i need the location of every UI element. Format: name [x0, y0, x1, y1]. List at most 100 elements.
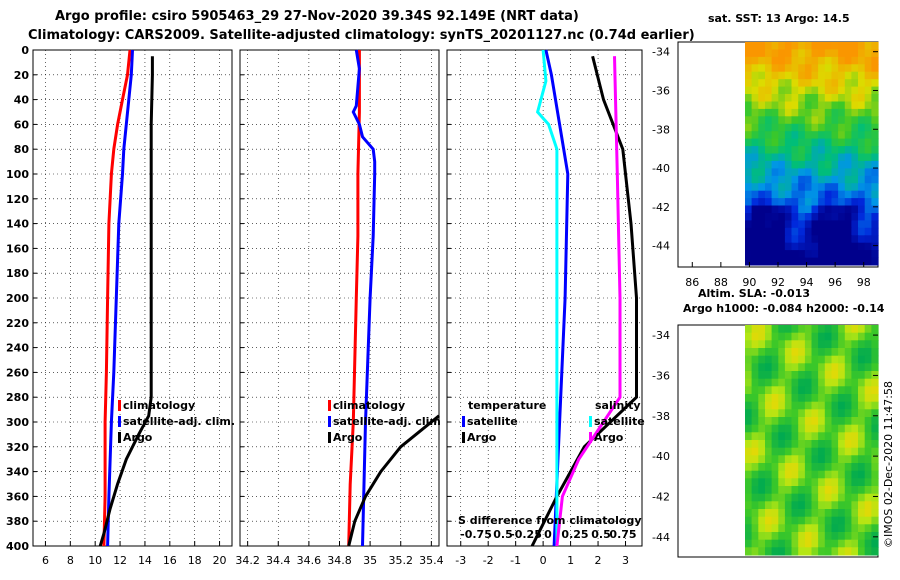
- altimetry-cell: [851, 340, 859, 349]
- altimetry-cell: [858, 355, 866, 364]
- sst-cell: [804, 79, 813, 88]
- sst-cell: [765, 213, 773, 221]
- altimetry-cell: [745, 539, 753, 548]
- altimetry-cell: [791, 486, 799, 495]
- sst-cell: [831, 71, 839, 80]
- altimetry-cell: [831, 509, 839, 518]
- altimetry-cell: [831, 386, 839, 395]
- altimetry-cell: [745, 355, 753, 364]
- sst-cell: [784, 146, 793, 154]
- sst-cell: [791, 86, 799, 95]
- altimetry-cell: [851, 432, 859, 441]
- altimetry-cell: [824, 355, 832, 364]
- altimetry-cell: [798, 547, 806, 556]
- altimetry-cell: [745, 509, 753, 518]
- sst-cell: [811, 86, 819, 95]
- altimetry-cell: [784, 440, 793, 449]
- sst-cell: [791, 242, 799, 251]
- altimetry-cell: [745, 478, 753, 487]
- sst-cell: [818, 101, 826, 110]
- altimetry-cell: [791, 539, 799, 548]
- altimetry-cell: [818, 424, 826, 433]
- altimetry-cell: [838, 455, 846, 464]
- sst-cell: [798, 64, 806, 73]
- sst-cell: [751, 146, 759, 154]
- altimetry-cell: [765, 486, 773, 495]
- sst-cell: [798, 79, 806, 88]
- sst-cell: [791, 108, 799, 117]
- sst-cell: [784, 160, 793, 169]
- sst-cell: [811, 160, 819, 169]
- altimetry-cell: [858, 463, 866, 472]
- sst-cell: [844, 94, 852, 102]
- sst-cell: [804, 250, 813, 258]
- altimetry-cell: [838, 463, 846, 472]
- sst-cell: [798, 235, 806, 244]
- x-tick-label: 3: [622, 554, 629, 567]
- sst-cell: [864, 131, 872, 140]
- altimetry-cell: [831, 355, 839, 364]
- sst-cell: [871, 220, 879, 229]
- altimetry-cell: [798, 470, 806, 479]
- altimetry-heatmap-cells: [745, 325, 879, 556]
- altimetry-cell: [811, 371, 819, 380]
- altimetry-cell: [871, 424, 879, 433]
- sst-cell: [778, 101, 786, 110]
- sst-cell: [751, 205, 759, 214]
- sst-cell: [751, 175, 759, 184]
- y-tick-label: 280: [6, 391, 29, 404]
- sst-cell: [798, 94, 806, 102]
- altimetry-cell: [804, 332, 813, 341]
- altimetry-cell: [864, 447, 872, 456]
- y-tick-label: 260: [6, 366, 29, 379]
- altimetry-cell: [811, 332, 819, 341]
- sst-cell: [804, 94, 813, 102]
- sst-cell: [818, 235, 826, 244]
- altimetry-cell: [838, 378, 846, 387]
- altimetry-cell: [838, 440, 846, 449]
- altimetry-cell: [791, 409, 799, 418]
- salinity-panel: 34.2 34.4 34.6 34.8 35 35.2 35.4 climatology sat…: [235, 49, 444, 567]
- sst-cell: [745, 153, 753, 162]
- sst-cell: [745, 56, 753, 65]
- sst-cell: [784, 138, 793, 147]
- sst-cell: [804, 175, 813, 184]
- sst-cell: [798, 71, 806, 80]
- sst-cell: [751, 123, 759, 132]
- sst-cell: [858, 108, 866, 117]
- altimetry-cell: [798, 516, 806, 525]
- sst-cell: [771, 198, 779, 206]
- altimetry-cell: [791, 325, 799, 334]
- y-tick-label: 160: [6, 242, 29, 255]
- altimetry-cell: [864, 509, 872, 518]
- sst-cell: [851, 71, 859, 80]
- sst-cell: [784, 101, 793, 110]
- sst-cell: [804, 116, 813, 125]
- sst-cell: [751, 101, 759, 110]
- y-tick-label: 200: [6, 292, 29, 305]
- altimetry-cell: [745, 378, 753, 387]
- sst-cell: [844, 56, 852, 65]
- sst-cell: [758, 190, 766, 199]
- altimetry-cell: [831, 547, 839, 556]
- altimetry-cell: [745, 386, 753, 395]
- altimetry-cell: [864, 348, 872, 357]
- altimetry-cell: [871, 325, 879, 334]
- altimetry-cell: [765, 386, 773, 395]
- altimetry-map: -34 -36 -38 -40 -42 -44: [652, 324, 879, 558]
- sst-cell: [791, 160, 799, 169]
- sst-cell: [758, 86, 766, 95]
- altimetry-cell: [791, 463, 799, 472]
- sst-cell: [765, 153, 773, 162]
- sst-cell: [851, 86, 859, 95]
- sst-cell: [811, 101, 819, 110]
- altimetry-cell: [858, 509, 866, 518]
- altimetry-cell: [791, 340, 799, 349]
- sst-cell: [784, 94, 793, 102]
- sst-cell: [778, 42, 786, 50]
- sst-cell: [784, 168, 793, 177]
- altimetry-cell: [811, 539, 819, 548]
- sst-cell: [858, 42, 866, 50]
- altimetry-cell: [871, 432, 879, 441]
- altimetry-cell: [745, 516, 753, 525]
